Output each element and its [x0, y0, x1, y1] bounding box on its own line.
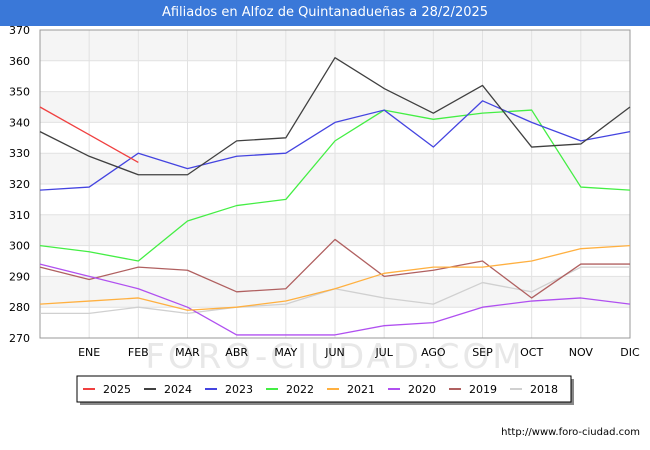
source-url[interactable]: http://www.foro-ciudad.com [501, 427, 640, 438]
series-line-2019 [39, 238, 630, 299]
x-tick-label: JUN [324, 346, 345, 359]
legend: 2025 2024 2023 2022 2021 2020 2019 2018 [76, 375, 574, 405]
x-tick-label: FEB [128, 346, 149, 359]
legend-label-2018: 2018 [530, 383, 558, 396]
x-tick-label: ABR [225, 346, 248, 359]
x-tick-label: MAY [274, 346, 297, 359]
x-tick-label: AGO [421, 346, 446, 359]
legend-items: 2025 2024 2023 2022 2021 2020 2019 2018 [83, 383, 558, 396]
legend-label-2024: 2024 [164, 383, 192, 396]
y-tick-label: 330 [9, 147, 30, 160]
y-axis-ticks: 270 280 290 300 310 320 330 340 350 360 370 [9, 24, 30, 345]
y-tick-label: 300 [9, 240, 30, 253]
x-tick-label: MAR [175, 346, 200, 359]
legend-label-2022: 2022 [286, 383, 314, 396]
series-line-2024 [39, 57, 631, 176]
x-tick-label: NOV [569, 346, 594, 359]
legend-label-2023: 2023 [225, 383, 253, 396]
y-tick-label: 320 [9, 178, 30, 191]
legend-label-2020: 2020 [408, 383, 436, 396]
series-line-2021 [39, 244, 631, 311]
legend-label-2021: 2021 [347, 383, 375, 396]
x-axis-ticks: ENE FEB MAR ABR MAY JUN JUL AGO SEP OCT NOV DIC [78, 346, 640, 359]
legend-box [76, 375, 572, 403]
y-tick-label: 340 [9, 116, 30, 129]
y-tick-label: 290 [9, 270, 30, 283]
series-line-2023 [39, 100, 631, 191]
y-tick-label: 310 [9, 209, 30, 222]
series-line-2020 [39, 263, 631, 336]
series-line-2025 [39, 106, 139, 164]
y-tick-label: 370 [9, 24, 30, 37]
x-tick-label: OCT [520, 346, 543, 359]
y-tick-label: 360 [9, 55, 30, 68]
legend-label-2025: 2025 [103, 383, 131, 396]
x-tick-label: SEP [472, 346, 493, 359]
y-tick-label: 350 [9, 86, 30, 99]
watermark-text: FORO-CIUDAD.COM [145, 337, 524, 377]
x-tick-label: ENE [78, 346, 100, 359]
x-tick-label: DIC [620, 346, 640, 359]
y-tick-label: 270 [9, 332, 30, 345]
plot-frame [39, 29, 631, 339]
series-line-2022 [39, 109, 631, 262]
legend-label-2019: 2019 [469, 383, 497, 396]
y-tick-label: 280 [9, 301, 30, 314]
x-tick-label: JUL [374, 346, 393, 359]
chart-title: Afiliados en Alfoz de Quintanadueñas a 2… [0, 0, 650, 26]
series-lines [39, 57, 631, 336]
